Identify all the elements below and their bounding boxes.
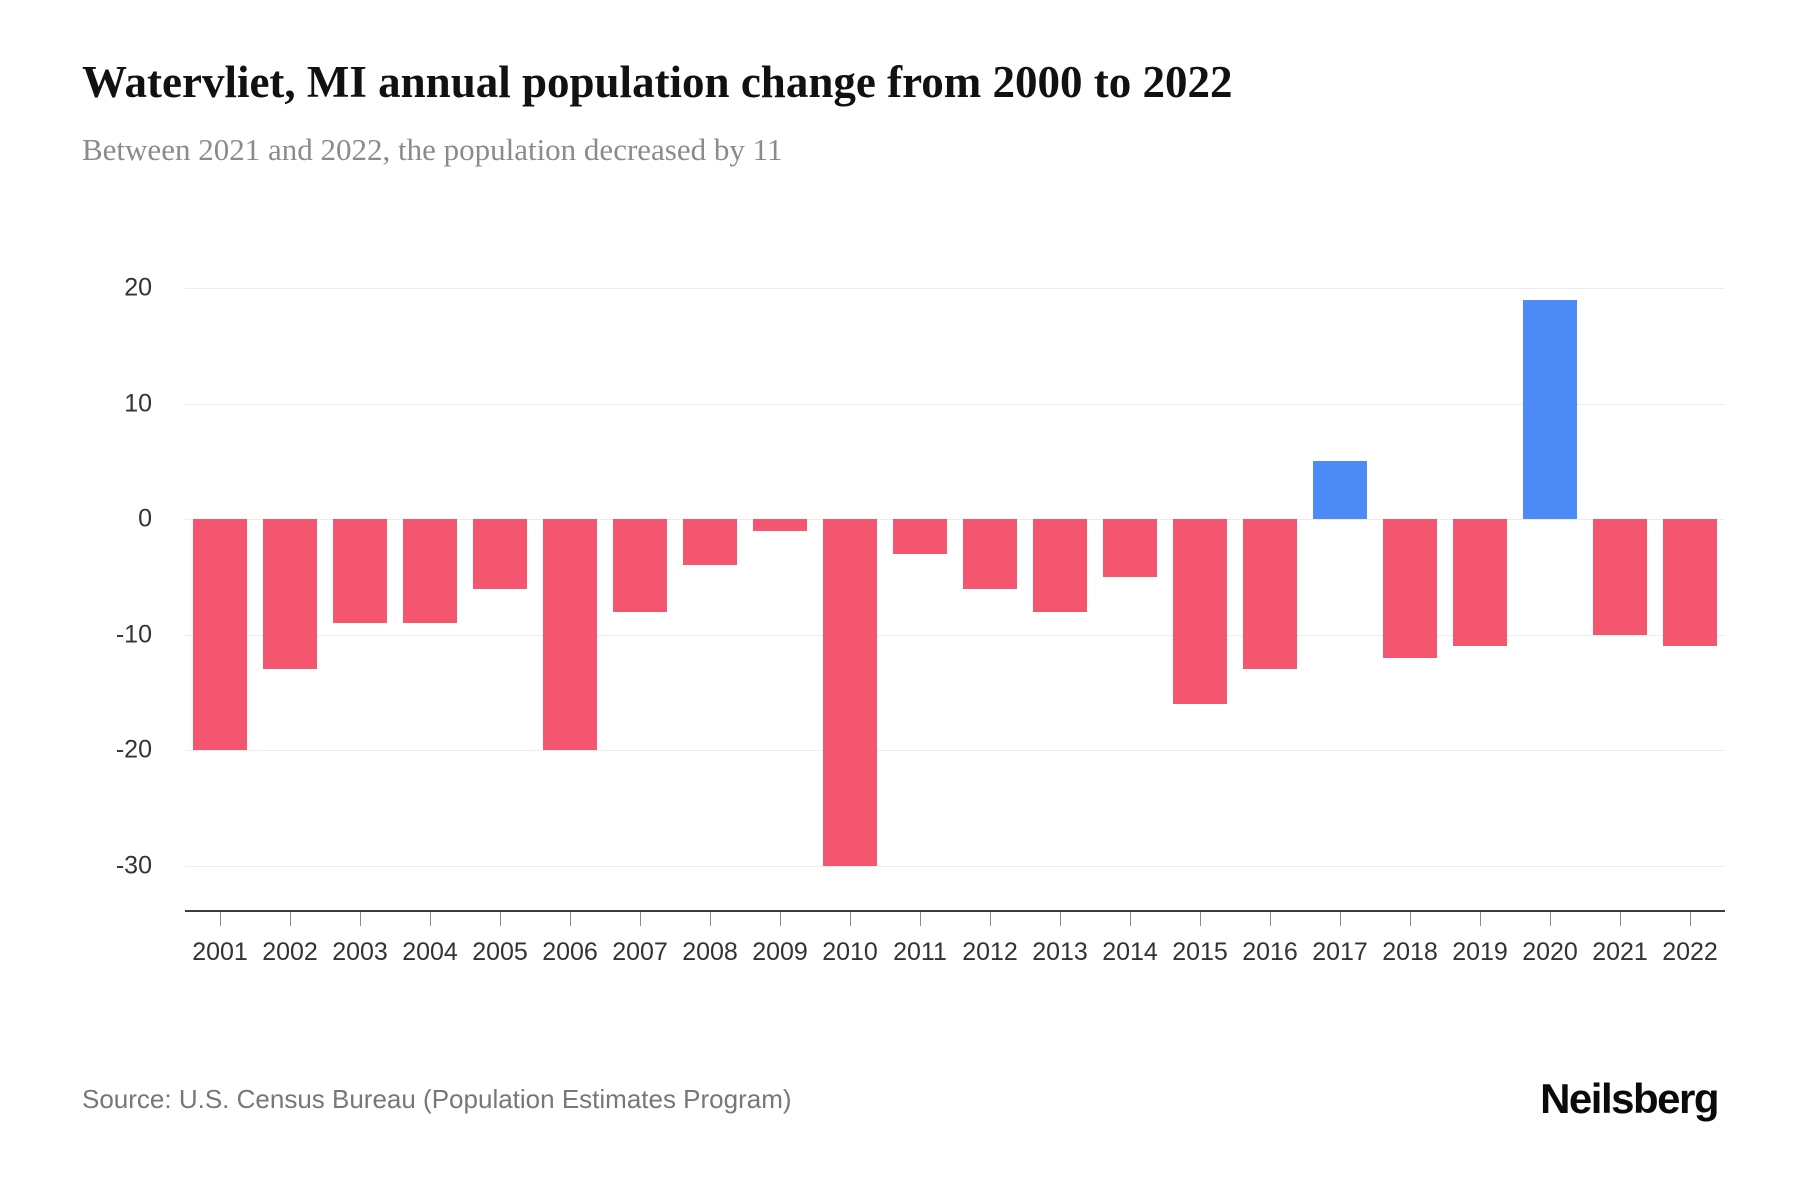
x-axis-tick [1480, 912, 1481, 926]
bar-2010[interactable] [822, 519, 878, 866]
bar-2020[interactable] [1522, 299, 1578, 520]
x-axis-tick-label: 2001 [192, 938, 248, 966]
bar-2019[interactable] [1452, 519, 1508, 647]
x-axis-tick [780, 912, 781, 926]
x-axis-tick-label: 2012 [962, 938, 1018, 966]
bar-2012[interactable] [962, 519, 1018, 589]
x-axis-tick [1270, 912, 1271, 926]
x-axis-tick-label: 2008 [682, 938, 738, 966]
x-axis-tick [640, 912, 641, 926]
x-axis-tick [220, 912, 221, 926]
x-axis-tick-label: 2017 [1312, 938, 1368, 966]
bar-2008[interactable] [682, 519, 738, 566]
x-axis-tick-label: 2018 [1382, 938, 1438, 966]
bar-2018[interactable] [1382, 519, 1438, 658]
x-axis-tick [1620, 912, 1621, 926]
bar-2004[interactable] [402, 519, 458, 624]
neilsberg-logo: Neilsberg [1540, 1075, 1719, 1122]
source-note: Source: U.S. Census Bureau (Population E… [82, 1083, 792, 1114]
x-axis-tick-label: 2014 [1102, 938, 1158, 966]
x-axis-tick-label: 2016 [1242, 938, 1298, 966]
chart-subtitle: Between 2021 and 2022, the population de… [82, 132, 783, 167]
y-axis-tick-label: 20 [124, 273, 152, 302]
x-axis-tick [1690, 912, 1691, 926]
bar-2013[interactable] [1032, 519, 1088, 612]
x-axis-tick [430, 912, 431, 926]
x-axis-tick [1200, 912, 1201, 926]
x-axis-tick [500, 912, 501, 926]
bar-2001[interactable] [192, 519, 248, 751]
y-axis-tick-label: 10 [124, 389, 152, 418]
x-axis-tick-label: 2021 [1592, 938, 1648, 966]
bar-2017[interactable] [1312, 461, 1368, 520]
x-axis-tick-label: 2013 [1032, 938, 1088, 966]
y-axis-tick-label: 0 [138, 504, 152, 533]
gridline-0 [185, 519, 1725, 521]
x-axis-tick-label: 2002 [262, 938, 318, 966]
bar-2021[interactable] [1592, 519, 1648, 635]
x-axis-tick-label: 2006 [542, 938, 598, 966]
bar-2005[interactable] [472, 519, 528, 589]
x-axis-tick-label: 2020 [1522, 938, 1578, 966]
x-axis-tick-label: 2009 [752, 938, 808, 966]
x-axis-tick [1060, 912, 1061, 926]
x-axis-tick [1550, 912, 1551, 926]
x-axis-tick-label: 2005 [472, 938, 528, 966]
chart-header: Watervliet, MI annual population change … [82, 56, 1720, 168]
bar-2016[interactable] [1242, 519, 1298, 670]
chart-title: Watervliet, MI annual population change … [82, 57, 1233, 107]
x-axis-tick-label: 2003 [332, 938, 388, 966]
y-axis-tick-label: -10 [115, 620, 152, 649]
x-axis-tick [570, 912, 571, 926]
bar-2015[interactable] [1172, 519, 1228, 705]
bar-2007[interactable] [612, 519, 668, 612]
x-axis-line [185, 910, 1725, 912]
x-axis-tick [1130, 912, 1131, 926]
x-axis-tick [290, 912, 291, 926]
bar-2009[interactable] [752, 519, 808, 531]
bar-2011[interactable] [892, 519, 948, 554]
bar-chart: 2001 2002 2003 2004 2005 2006 2007 2008 2009 2010… [185, 270, 1725, 1030]
x-axis-tick [990, 912, 991, 926]
bar-2003[interactable] [332, 519, 388, 624]
y-axis-labels: 20 10 0 -10 -20 -30 [40, 270, 170, 910]
x-axis-tick-label: 2011 [893, 938, 947, 966]
x-axis-tick [920, 912, 921, 926]
x-axis-tick [1340, 912, 1341, 926]
bar-2022[interactable] [1662, 519, 1718, 647]
bar-2006[interactable] [542, 519, 598, 751]
gridline-10 [185, 403, 1725, 405]
gridline--10 [185, 634, 1725, 636]
y-axis-tick-label: -20 [115, 735, 152, 764]
gridline--20 [185, 750, 1725, 752]
plot-area [185, 270, 1725, 910]
x-axis-tick-label: 2007 [612, 938, 668, 966]
x-axis-tick-label: 2004 [402, 938, 458, 966]
bar-2002[interactable] [262, 519, 318, 670]
gridline-20 [185, 288, 1725, 289]
x-axis-tick [710, 912, 711, 926]
chart-footer: Source: U.S. Census Bureau (Population E… [82, 1075, 1719, 1123]
x-axis-tick-label: 2019 [1452, 938, 1508, 966]
x-axis-tick-label: 2022 [1662, 938, 1718, 966]
bar-2014[interactable] [1102, 519, 1158, 577]
x-axis-tick-label: 2015 [1172, 938, 1228, 966]
x-axis-tick-label: 2010 [822, 938, 878, 966]
x-axis-tick [360, 912, 361, 926]
x-axis-tick [850, 912, 851, 926]
x-axis-tick [1410, 912, 1411, 926]
gridline--30 [185, 866, 1725, 867]
y-axis-tick-label: -30 [115, 851, 152, 880]
